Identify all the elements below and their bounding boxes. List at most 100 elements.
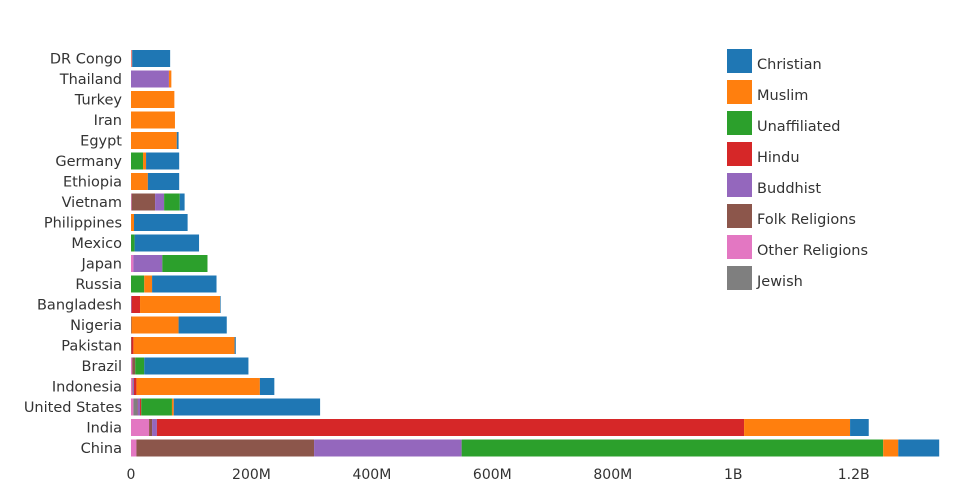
bar-russia-christian [152, 275, 217, 293]
country-label-dr-congo: DR Congo [50, 52, 122, 68]
bar-united-states-christian [173, 398, 321, 416]
bar-bangladesh-buddhist [131, 296, 132, 313]
bar-pakistan-christian [234, 337, 236, 354]
x-tick-label: 200M [232, 467, 271, 483]
bar-brazil-unaffiliated [135, 357, 145, 375]
bar-bangladesh-christian [220, 296, 221, 313]
bar-china-christian [898, 439, 940, 457]
bar-philippines-christian [134, 214, 188, 231]
bar-bangladesh-hindu [131, 296, 141, 313]
bar-pakistan-folk-religions [131, 337, 132, 354]
country-label-pakistan: Pakistan [61, 339, 122, 355]
bar-russia-muslim [144, 275, 153, 293]
x-tick-label: 1.2B [838, 467, 870, 483]
x-tick-label: 0 [127, 467, 136, 483]
bar-indonesia-other-religions [131, 378, 133, 395]
bar-egypt-muslim [131, 132, 177, 149]
country-labels: China India United States Indonesia Brazil Pa… [24, 52, 123, 458]
country-label-japan: Japan [81, 257, 122, 273]
bars-layer [131, 50, 940, 457]
legend-swatch-jewish [727, 266, 752, 290]
bar-india-christian [850, 419, 869, 436]
bar-vietnam-unaffiliated [164, 193, 180, 211]
bar-germany-christian [146, 152, 180, 170]
country-label-egypt: Egypt [80, 134, 122, 150]
bar-indonesia-folk-religions [132, 378, 133, 395]
bar-germany-muslim [143, 152, 147, 170]
bar-pakistan-hindu [131, 337, 134, 354]
x-tick-label: 600M [473, 467, 512, 483]
country-label-united-states: United States [24, 400, 122, 416]
bar-india-folk-religions [149, 419, 153, 436]
legend-label-christian: Christian [757, 57, 822, 73]
legend: Christian Muslim Unaffiliated Hindu Buddhist… [727, 49, 868, 290]
country-label-vietnam: Vietnam [62, 195, 122, 211]
bar-mexico-christian [134, 234, 200, 252]
bar-nigeria-muslim [131, 316, 179, 334]
bar-united-states-buddhist [137, 398, 141, 416]
bar-brazil-christian [144, 357, 249, 375]
country-label-philippines: Philippines [44, 216, 122, 232]
bar-vietnam-buddhist [155, 193, 165, 211]
bar-vietnam-christian [179, 193, 185, 211]
bar-indonesia-buddhist [132, 378, 135, 395]
x-tick-label: 400M [352, 467, 391, 483]
x-tick-label: 800M [593, 467, 632, 483]
legend-swatch-christian [727, 49, 752, 73]
bar-united-states-jewish [133, 398, 138, 416]
bar-nigeria-folk-religions [131, 316, 132, 334]
bar-vietnam-other-religions [131, 193, 132, 211]
country-label-iran: Iran [94, 113, 122, 129]
x-tick-label: 1B [724, 467, 743, 483]
country-label-indonesia: Indonesia [52, 380, 122, 396]
bar-dr-congo-christian [132, 50, 171, 67]
country-label-germany: Germany [55, 154, 122, 170]
bar-thailand-buddhist [131, 70, 169, 88]
bar-indonesia-hindu [134, 378, 137, 395]
legend-label-unaffiliated: Unaffiliated [757, 119, 840, 135]
bar-ethiopia-christian [147, 173, 180, 190]
country-label-thailand: Thailand [59, 72, 122, 88]
bar-united-states-folk-religions [137, 398, 138, 416]
legend-label-muslim: Muslim [757, 88, 808, 104]
country-label-india: India [86, 421, 122, 437]
bar-philippines-muslim [131, 214, 135, 231]
legend-swatch-muslim [727, 80, 752, 104]
country-label-bangladesh: Bangladesh [37, 298, 122, 314]
bar-india-hindu [156, 419, 745, 436]
bar-united-states-unaffiliated [141, 398, 172, 416]
legend-swatch-buddhist [727, 173, 752, 197]
bar-united-states-hindu [140, 398, 142, 416]
bar-china-buddhist [314, 439, 462, 457]
country-label-nigeria: Nigeria [70, 318, 122, 334]
bar-china-unaffiliated [461, 439, 884, 457]
bar-turkey-muslim [131, 91, 175, 108]
country-label-turkey: Turkey [74, 93, 123, 109]
legend-label-hindu: Hindu [757, 150, 800, 166]
legend-swatch-folk-religions [727, 204, 752, 228]
country-label-china: China [81, 441, 122, 457]
bar-ethiopia-muslim [131, 173, 148, 190]
bar-united-states-muslim [171, 398, 174, 416]
country-label-mexico: Mexico [71, 236, 122, 252]
country-label-ethiopia: Ethiopia [63, 175, 122, 191]
legend-swatch-hindu [727, 142, 752, 166]
bar-united-states-other-religions [131, 398, 134, 416]
bar-germany-unaffiliated [131, 152, 144, 170]
legend-label-other-religions: Other Religions [757, 243, 868, 259]
x-axis: 0 200M 400M 600M 800M 1B 1.2B [127, 467, 870, 483]
bar-india-buddhist [152, 419, 157, 436]
bar-bangladesh-muslim [140, 296, 221, 313]
bar-nigeria-christian [178, 316, 227, 334]
legend-swatch-unaffiliated [727, 111, 752, 135]
bar-russia-unaffiliated [131, 275, 145, 293]
bar-thailand-muslim [168, 70, 172, 88]
bar-china-other-religions [131, 439, 137, 457]
bar-dr-congo-muslim [131, 50, 133, 67]
bar-egypt-christian [176, 132, 179, 149]
legend-swatch-other-religions [727, 235, 752, 259]
country-label-russia: Russia [75, 277, 122, 293]
bar-indonesia-muslim [136, 378, 260, 395]
bar-brazil-folk-religions [132, 357, 136, 375]
